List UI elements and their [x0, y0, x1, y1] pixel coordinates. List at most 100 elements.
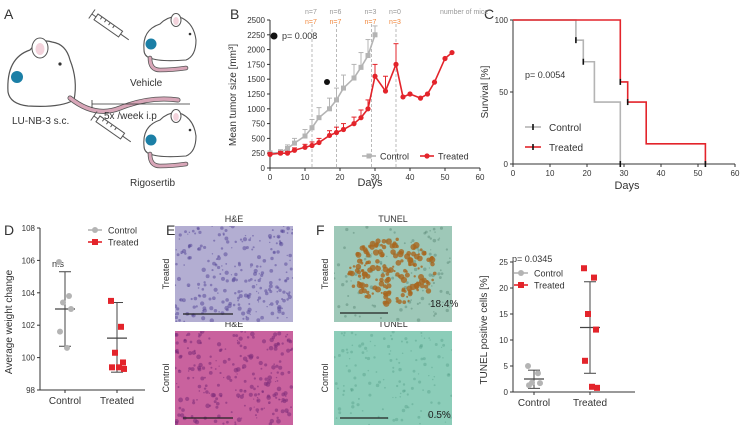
cell-nucleus	[399, 308, 403, 312]
cell-nucleus	[237, 290, 241, 294]
cell-nucleus	[274, 380, 277, 383]
cell-nucleus	[226, 375, 231, 380]
survival-chart: Survival [%] Days p= 0.0054 0 50 100 0 10 20 3…	[480, 16, 740, 192]
cell-nucleus	[259, 277, 262, 280]
cell-nucleus	[342, 389, 346, 393]
x-tick-label: 40	[406, 173, 415, 182]
cell-nucleus	[276, 418, 281, 424]
data-point-treated	[372, 73, 378, 79]
data-point-control	[285, 145, 290, 151]
cell-nucleus	[249, 263, 254, 267]
cell-nucleus	[396, 317, 400, 322]
cell-nucleus	[448, 306, 451, 308]
cell-nucleus	[266, 348, 269, 351]
tunel-positive-cell	[407, 257, 414, 264]
y-tick-label: 100	[22, 354, 36, 363]
mouse-illustration-vehicle	[143, 13, 197, 73]
x-category-label: Control	[518, 398, 550, 409]
tunel-positive-cell	[404, 272, 410, 278]
cell-nucleus	[423, 337, 426, 339]
mice-count-treated: n=7	[330, 19, 342, 26]
cell-nucleus	[364, 356, 368, 359]
cell-nucleus	[449, 416, 452, 419]
cell-nucleus	[350, 350, 353, 354]
cell-nucleus	[259, 240, 261, 242]
data-point-control	[537, 380, 543, 387]
cell-nucleus	[403, 389, 406, 392]
cell-nucleus	[251, 248, 254, 251]
cell-nucleus	[343, 331, 346, 334]
cell-nucleus	[202, 293, 207, 298]
tunel-positive-cell	[413, 275, 416, 278]
cell-nucleus	[189, 340, 193, 344]
cell-nucleus	[336, 263, 341, 267]
cell-nucleus	[410, 272, 413, 274]
cell-nucleus	[417, 373, 420, 375]
cell-nucleus	[253, 271, 258, 276]
cell-nucleus	[239, 354, 242, 358]
cell-nucleus	[445, 308, 449, 313]
cell-nucleus	[417, 251, 420, 253]
cell-nucleus	[270, 256, 274, 261]
cell-nucleus	[257, 296, 262, 300]
tumor-marker	[11, 71, 23, 83]
cell-nucleus	[345, 280, 348, 283]
tunel-positive-cell	[417, 253, 421, 256]
cell-nucleus	[197, 294, 200, 297]
tunel-positive-cell	[380, 291, 383, 294]
cell-nucleus	[354, 364, 357, 367]
cell-nucleus	[280, 352, 284, 356]
data-point-treated	[118, 323, 124, 330]
cell-nucleus	[271, 229, 274, 232]
cell-nucleus	[371, 304, 374, 307]
cell-nucleus	[193, 364, 196, 367]
cell-nucleus	[407, 406, 410, 409]
mice-count-treated: n=7	[305, 19, 317, 26]
cell-nucleus	[253, 377, 257, 380]
tunel-bottom-row-label: Control	[320, 363, 330, 392]
tunel-positive-cell	[354, 268, 360, 273]
cell-nucleus	[286, 226, 290, 231]
cell-nucleus	[351, 405, 355, 409]
data-point-treated	[393, 61, 399, 67]
data-point-control	[64, 344, 70, 351]
cell-nucleus	[276, 303, 279, 306]
y-tick-label: 104	[22, 289, 36, 298]
cell-nucleus	[368, 381, 372, 385]
cell-nucleus	[234, 423, 237, 425]
cell-nucleus	[242, 366, 244, 369]
cell-nucleus	[256, 299, 260, 302]
cell-nucleus	[249, 384, 254, 389]
cell-nucleus	[256, 411, 259, 414]
cell-nucleus	[287, 412, 292, 417]
cell-nucleus	[276, 380, 279, 382]
cell-nucleus	[368, 393, 372, 397]
legend-marker	[424, 153, 430, 159]
cell-nucleus	[259, 286, 263, 290]
cell-nucleus	[445, 411, 449, 415]
y-tick-label: 106	[22, 256, 36, 265]
cell-nucleus	[175, 320, 178, 322]
cell-nucleus	[389, 228, 392, 231]
cell-nucleus	[198, 230, 202, 235]
cell-nucleus	[183, 338, 187, 342]
y-tick-label: 2000	[247, 46, 265, 55]
cell-nucleus	[280, 400, 283, 403]
cell-nucleus	[401, 352, 404, 355]
cell-nucleus	[240, 290, 243, 293]
tunel-positive-cell	[365, 260, 370, 265]
x-tick-label: 10	[546, 169, 555, 178]
cell-nucleus	[413, 267, 418, 272]
data-point-control	[526, 382, 532, 389]
cell-nucleus	[257, 255, 262, 260]
cell-nucleus	[291, 228, 293, 231]
cell-nucleus	[350, 280, 352, 282]
cell-nucleus	[188, 351, 193, 356]
tunel-positive-cell	[383, 300, 390, 307]
cell-nucleus	[232, 303, 236, 307]
cell-nucleus	[437, 272, 441, 276]
x-tick-label: 30	[620, 169, 629, 178]
cell-nucleus	[289, 259, 291, 262]
cell-nucleus	[238, 336, 243, 341]
data-point-treated	[309, 142, 315, 149]
